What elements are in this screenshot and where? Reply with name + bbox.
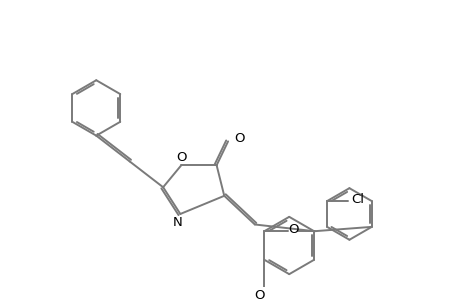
Text: O: O xyxy=(176,151,186,164)
Text: N: N xyxy=(172,216,182,229)
Text: O: O xyxy=(287,223,298,236)
Text: O: O xyxy=(254,289,264,300)
Text: Cl: Cl xyxy=(350,193,364,206)
Text: O: O xyxy=(234,132,244,145)
